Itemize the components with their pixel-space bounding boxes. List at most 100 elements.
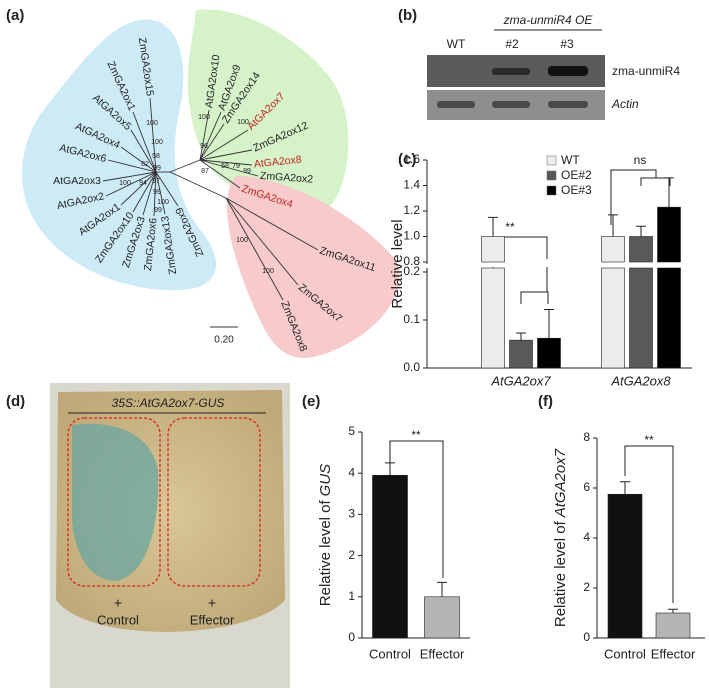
band	[492, 68, 530, 75]
branch	[199, 109, 210, 161]
error-bar	[620, 481, 630, 495]
legend-swatch	[546, 155, 557, 166]
branch	[102, 171, 157, 182]
x-tick-label: Control	[369, 646, 411, 661]
bootstrap-value: 100	[236, 237, 248, 244]
error-bar	[636, 225, 646, 237]
error-bar	[385, 462, 395, 476]
branch	[199, 123, 225, 161]
region-box	[67, 417, 161, 587]
bar	[424, 596, 460, 639]
y-tick-label: 2	[583, 580, 590, 594]
chart: 0.0 0.1 0.20.8 1.0 1.2 1.4 1.6 Relative level At…	[389, 152, 693, 388]
branch	[120, 146, 157, 173]
bar	[509, 339, 533, 369]
bar	[601, 236, 625, 263]
annotation: **	[644, 433, 654, 447]
lane-label: #3	[560, 37, 574, 51]
bootstrap-value: 58	[152, 153, 160, 160]
y-axis-label: Relative level	[389, 219, 406, 308]
leaf-label: ZmGA2ox2	[260, 170, 314, 186]
bootstrap-value: 99	[154, 207, 162, 214]
bootstrap-value: 99	[153, 189, 161, 196]
bootstrap-value: 100	[151, 139, 163, 146]
branches	[102, 97, 319, 301]
band	[492, 101, 530, 108]
y-tick-label: 4	[583, 530, 590, 544]
legend-label: OE#3	[561, 183, 592, 197]
branch	[199, 159, 241, 189]
bootstrap-value: 100	[262, 268, 274, 275]
bracket	[624, 445, 674, 603]
bar	[655, 612, 691, 639]
bootstrap-value: 82	[141, 161, 149, 168]
bootstrap-value: 100	[157, 199, 169, 206]
y-axis-label-part: AtGA2ox7	[552, 448, 569, 518]
y-axis-label-part: Relative level of	[317, 499, 334, 606]
bootstrap-value: 79	[232, 163, 240, 170]
y-tick-label: 0.2	[403, 264, 420, 278]
x-tick-label: AtGA2ox8	[610, 373, 671, 388]
bootstrap-value: 99	[153, 165, 161, 172]
error-bar	[488, 216, 498, 237]
bar	[481, 267, 505, 369]
chart: 0 1 2 3 4 5 Relative level of GUS Control Effecto…	[317, 424, 470, 661]
error-bar	[668, 608, 678, 613]
clade-region	[187, 9, 349, 217]
row-label: Actin	[611, 97, 639, 111]
gus-stain	[72, 423, 159, 581]
bar	[481, 236, 505, 263]
bar	[629, 236, 653, 263]
panel-label: (e)	[302, 393, 320, 410]
y-tick-label: 4	[348, 465, 355, 479]
y-tick-label: 0	[348, 630, 355, 644]
region-box	[167, 417, 261, 587]
y-tick-label: 6	[583, 480, 590, 494]
x-tick-label: Effector	[651, 646, 696, 661]
row-label: zma-unmiR4	[612, 64, 680, 78]
clade-region	[226, 176, 400, 358]
bootstrap-value: 100	[198, 114, 210, 121]
bracket	[610, 169, 657, 225]
branch	[225, 197, 284, 301]
lane-label: WT	[447, 37, 466, 51]
y-axis-label: Relative level of AtGA2ox7	[552, 448, 569, 627]
sign: +	[208, 595, 216, 611]
panel-label: (b)	[398, 7, 417, 24]
photo-panel: 35S::AtGA2ox7-GUS + Control + Effector	[50, 383, 290, 688]
bracket	[520, 291, 549, 304]
branch	[199, 149, 253, 161]
branch	[149, 97, 157, 173]
y-tick-label: 1.2	[403, 203, 420, 217]
leaf-label: AtGA2ox3	[53, 175, 101, 187]
branch	[199, 129, 249, 161]
gel-title: zma-unmiR4 OE	[503, 13, 594, 27]
lane-label: #2	[505, 37, 519, 51]
branch	[132, 111, 157, 173]
error-bar	[437, 581, 447, 597]
scale-label: 0.20	[214, 335, 234, 346]
y-tick-label: 1	[348, 589, 355, 603]
panel-label: (c)	[398, 151, 416, 168]
bootstrap-value: 100	[237, 119, 249, 126]
branch	[199, 159, 259, 177]
y-tick-label: 1.4	[403, 178, 420, 192]
photo-label: Control	[97, 612, 139, 627]
y-tick-label: 3	[348, 507, 355, 521]
branch	[169, 159, 201, 173]
bootstrap-value: 87	[201, 168, 209, 175]
leaf-label: ZmGA2ox6	[142, 217, 160, 271]
chart: 0 2 4 6 8 Relative level of AtGA2ox7 Control Eff…	[552, 430, 705, 661]
y-tick-label: 0.1	[403, 312, 420, 326]
bar	[629, 267, 653, 369]
bar	[372, 474, 408, 639]
bracket	[389, 440, 444, 578]
bootstrap-value: 94	[139, 180, 147, 187]
legend-swatch	[546, 170, 557, 181]
branch	[105, 171, 157, 197]
gel-panel: zma-unmiR4 OE WT #2 #3 zma-unmiR4 Actin	[427, 13, 680, 120]
bootstrap-value: 99	[243, 168, 251, 175]
x-tick-label: Control	[604, 646, 646, 661]
error-bar	[544, 308, 554, 339]
